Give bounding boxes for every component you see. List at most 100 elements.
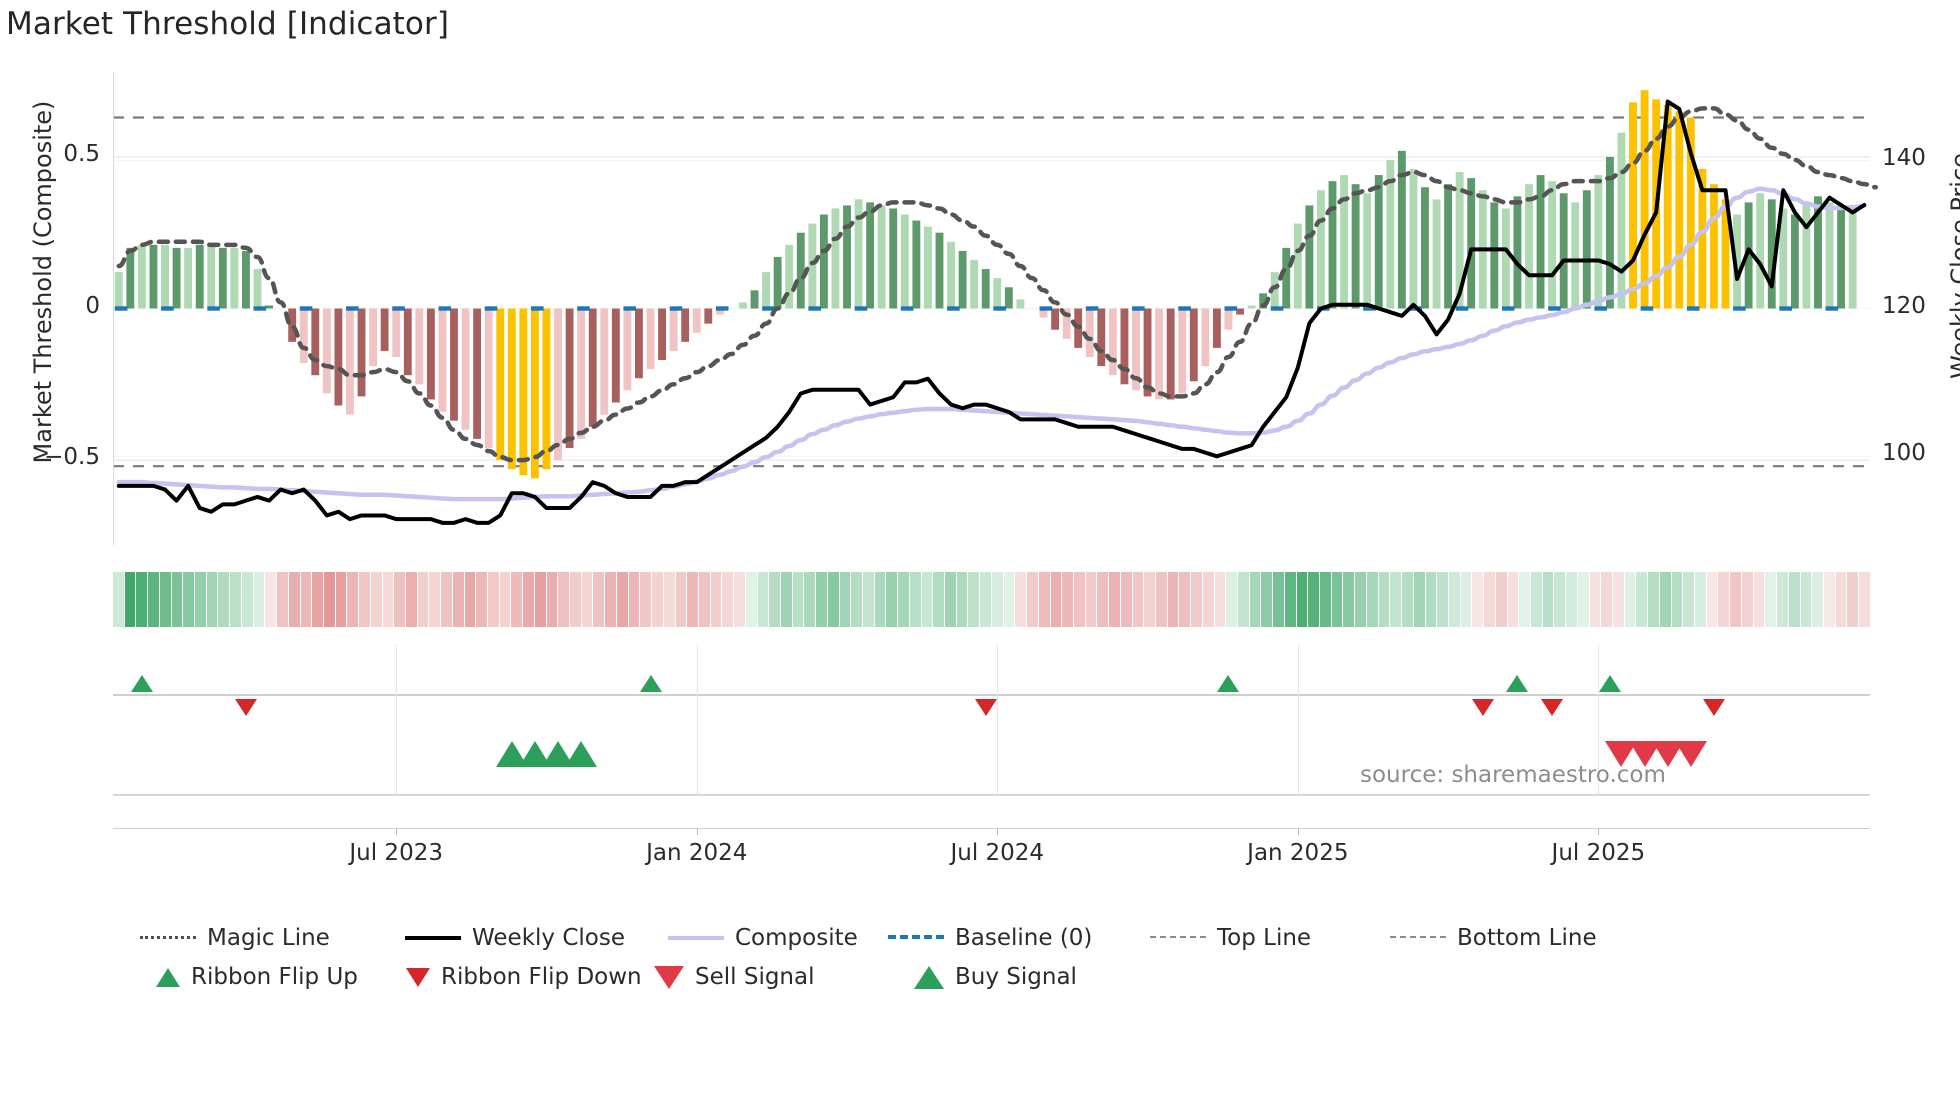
ribbon-cell	[441, 572, 452, 627]
ribbon-cell	[980, 572, 991, 627]
legend-item[interactable]: Magic Line	[140, 925, 330, 951]
histogram-bar	[843, 205, 851, 309]
histogram-bar	[1444, 184, 1453, 309]
histogram-bar	[1802, 205, 1811, 309]
histogram-bar	[773, 256, 782, 309]
x-tick-mark	[1598, 828, 1600, 835]
ribbon-cell	[1202, 572, 1214, 627]
histogram-bar	[588, 308, 597, 427]
ribbon-cell	[405, 572, 417, 627]
histogram-bar	[403, 308, 412, 376]
ribbon-cell	[1343, 572, 1355, 627]
histogram-bar	[912, 220, 921, 309]
ribbon-cell	[312, 572, 323, 627]
ribbon-cell	[616, 572, 628, 627]
histogram-bar	[1108, 308, 1117, 376]
ribbon-cell	[1155, 572, 1167, 627]
histogram-bar	[542, 308, 551, 470]
histogram-bar	[785, 244, 794, 309]
legend-label: Bottom Line	[1457, 925, 1597, 951]
ribbon-cell	[1097, 572, 1109, 627]
ribbon-cell	[1355, 572, 1366, 627]
legend-dashed-line-icon	[1390, 929, 1446, 947]
histogram-bar	[1386, 159, 1395, 309]
histogram-bar	[137, 244, 146, 309]
histogram-bar	[1721, 199, 1730, 309]
ribbon-cell	[804, 572, 816, 627]
histogram-bar	[507, 308, 516, 470]
legend-item[interactable]: Ribbon Flip Up	[140, 964, 358, 990]
ribbon-cell	[734, 572, 745, 627]
ribbon-cell	[663, 572, 675, 627]
ribbon-cell	[1823, 572, 1835, 627]
ribbon-cell	[593, 572, 605, 627]
ribbon-cell	[1050, 572, 1062, 627]
histogram-bar	[1328, 181, 1337, 309]
ribbon-cell	[1484, 572, 1495, 627]
ribbon-cell	[1085, 572, 1097, 627]
legend-item[interactable]: Weekly Close	[405, 925, 625, 951]
histogram-bar	[854, 199, 863, 309]
histogram-bar	[172, 247, 181, 309]
ribbon-cell	[452, 572, 464, 627]
ribbon-cell	[1179, 572, 1191, 627]
histogram-bar	[1039, 308, 1048, 318]
ribbon-cell	[1659, 572, 1671, 627]
legend-solid-line-icon	[668, 929, 724, 947]
histogram-bar	[1767, 199, 1776, 309]
legend-item[interactable]: Bottom Line	[1390, 925, 1597, 951]
histogram-bar	[1571, 202, 1580, 309]
ribbon-cell	[1238, 572, 1249, 627]
ribbon-cell	[183, 572, 195, 627]
ribbon-cell	[1003, 572, 1015, 627]
ribbon-cell	[1671, 572, 1683, 627]
legend-item[interactable]: Buy Signal	[900, 964, 1077, 990]
ribbon-cell	[1191, 572, 1202, 627]
histogram-bar	[1744, 202, 1753, 309]
ribbon-cell	[382, 572, 394, 627]
histogram-bar	[1270, 272, 1279, 309]
ribbon-flip-up-marker	[639, 675, 662, 692]
legend-dotted-line-icon	[140, 929, 196, 947]
histogram-bar	[1363, 193, 1372, 309]
histogram-bar	[1501, 208, 1510, 309]
histogram-bar	[334, 308, 343, 406]
legend-item[interactable]: Sell Signal	[640, 964, 815, 990]
histogram-bar	[762, 272, 771, 309]
histogram-bar	[530, 308, 539, 479]
ribbon-cell	[159, 572, 171, 627]
histogram-bar	[1293, 223, 1302, 309]
histogram-bar	[704, 308, 713, 324]
legend-label: Baseline (0)	[955, 925, 1093, 951]
legend-item[interactable]: Baseline (0)	[888, 925, 1092, 951]
ribbon-cell	[628, 572, 640, 627]
histogram-bar	[1004, 287, 1013, 309]
ribbon-cell	[1859, 572, 1870, 627]
x-tick-mark	[396, 828, 398, 835]
ribbon-cell	[570, 572, 581, 627]
ribbon-cell	[1566, 572, 1577, 627]
ribbon-cell	[206, 572, 218, 627]
legend-item[interactable]: Ribbon Flip Down	[390, 964, 642, 990]
legend-item[interactable]: Top Line	[1150, 925, 1311, 951]
ribbon-cell	[1073, 572, 1085, 627]
histogram-bar	[646, 308, 655, 370]
ribbon-cell	[921, 572, 933, 627]
histogram-bar	[519, 308, 528, 476]
legend-item[interactable]: Composite	[668, 925, 858, 951]
ribbon-cell	[546, 572, 558, 627]
ribbon-cell	[909, 572, 921, 627]
histogram-bar	[1640, 90, 1649, 309]
left-axis-spine	[113, 72, 114, 545]
histogram-bar	[808, 223, 817, 309]
ribbon-cell	[1542, 572, 1554, 627]
legend-row-lines: Magic Line Weekly Close Composite Baseline …	[140, 925, 1900, 964]
histogram-bar	[565, 308, 574, 448]
histogram-bar	[346, 308, 354, 415]
weekly-close-line	[116, 99, 1867, 525]
histogram-bar	[1848, 205, 1857, 309]
ribbon-cell	[1132, 572, 1144, 627]
ribbon-cell	[640, 572, 652, 627]
ribbon-cell	[370, 572, 382, 627]
ribbon-cell	[1167, 572, 1179, 627]
